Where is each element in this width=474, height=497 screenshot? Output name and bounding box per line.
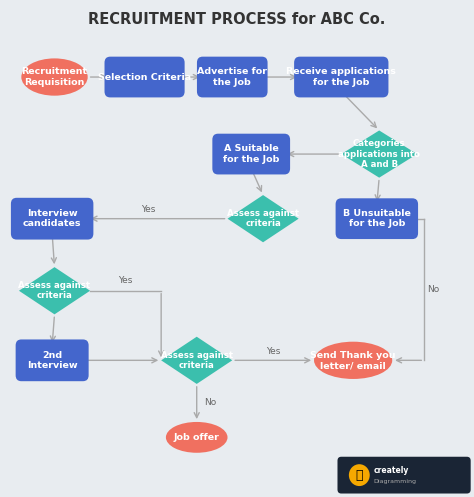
Ellipse shape (21, 59, 88, 96)
Text: Job offer: Job offer (174, 433, 219, 442)
Text: No: No (204, 399, 216, 408)
FancyBboxPatch shape (336, 198, 418, 239)
FancyBboxPatch shape (337, 457, 471, 494)
Text: Yes: Yes (266, 347, 280, 356)
Text: Assess against
criteria: Assess against criteria (227, 209, 299, 229)
Text: Assess against
criteria: Assess against criteria (18, 281, 91, 301)
Ellipse shape (166, 422, 228, 453)
Text: RECRUITMENT PROCESS for ABC Co.: RECRUITMENT PROCESS for ABC Co. (88, 12, 386, 27)
FancyBboxPatch shape (11, 198, 93, 240)
Text: Receive applications
for the Job: Receive applications for the Job (286, 67, 396, 87)
Circle shape (349, 464, 370, 486)
Text: Recruitment
Requisition: Recruitment Requisition (21, 67, 88, 87)
FancyBboxPatch shape (294, 57, 388, 97)
Text: creately: creately (374, 466, 409, 475)
Polygon shape (19, 267, 90, 315)
Text: Diagramming: Diagramming (374, 479, 417, 484)
Text: Send Thank you
letter/ email: Send Thank you letter/ email (310, 350, 396, 370)
FancyBboxPatch shape (16, 339, 89, 381)
Ellipse shape (314, 342, 392, 379)
Polygon shape (341, 131, 417, 178)
Text: No: No (427, 285, 439, 294)
Text: Selection Criteria: Selection Criteria (98, 73, 191, 82)
Text: Interview
candidates: Interview candidates (23, 209, 82, 229)
Text: A Suitable
for the Job: A Suitable for the Job (223, 144, 279, 164)
Text: Yes: Yes (118, 276, 133, 285)
Text: Advertise for
the Job: Advertise for the Job (197, 67, 267, 87)
Text: Assess against
criteria: Assess against criteria (161, 350, 233, 370)
FancyBboxPatch shape (212, 134, 290, 174)
Text: Yes: Yes (141, 205, 155, 214)
FancyBboxPatch shape (197, 57, 267, 97)
Text: B Unsuitable
for the Job: B Unsuitable for the Job (343, 209, 411, 229)
Text: 2nd
Interview: 2nd Interview (27, 350, 77, 370)
Text: 💡: 💡 (356, 469, 363, 482)
Text: Categories
applications into
A and B: Categories applications into A and B (338, 139, 420, 169)
FancyBboxPatch shape (104, 57, 184, 97)
Polygon shape (228, 195, 299, 242)
Polygon shape (161, 337, 232, 384)
